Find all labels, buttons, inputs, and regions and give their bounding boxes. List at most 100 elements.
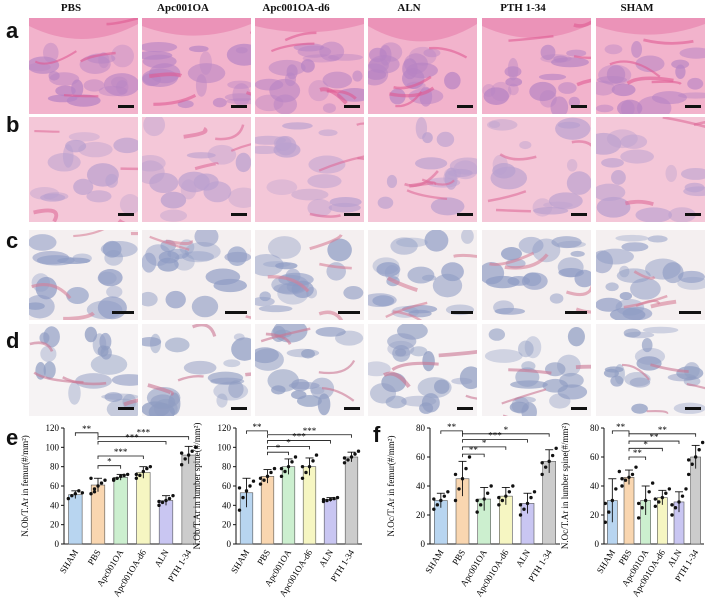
tissue-region xyxy=(533,206,569,215)
tissue-region xyxy=(328,53,363,61)
tissue-region xyxy=(43,192,69,201)
data-point xyxy=(670,513,674,517)
trabecula-streak xyxy=(386,276,418,293)
tissue-region xyxy=(143,117,166,137)
significance-bracket xyxy=(440,430,463,434)
data-point xyxy=(111,477,116,481)
tissue-region xyxy=(111,374,138,386)
y-tick-label: 20 xyxy=(416,510,426,520)
tissue-region xyxy=(677,92,705,99)
tissue-region xyxy=(436,131,455,147)
micrograph-d-2 xyxy=(142,324,251,416)
trabecula-streak xyxy=(215,124,245,141)
tissue-region xyxy=(414,157,448,170)
tissue-region xyxy=(31,273,50,292)
tissue-region xyxy=(90,354,128,375)
trabecula-streak xyxy=(192,324,217,337)
tissue-region xyxy=(267,236,302,259)
trabecula-streak xyxy=(408,181,437,188)
tissue-region xyxy=(671,59,690,69)
data-point xyxy=(657,500,661,504)
significance-label: * xyxy=(504,425,509,435)
y-tick-label: 40 xyxy=(222,500,232,510)
scale-bar xyxy=(231,407,247,410)
scale-bar xyxy=(338,311,360,314)
trabecula-streak xyxy=(73,230,105,238)
tissue-region xyxy=(631,403,648,414)
tissue-region xyxy=(596,132,622,155)
column-header-sham: SHAM xyxy=(620,2,654,14)
trabecula-streak xyxy=(357,157,364,161)
data-point xyxy=(647,490,651,494)
trabecula-streak xyxy=(270,42,315,53)
significance-label: ** xyxy=(469,445,479,455)
y-tick-label: 40 xyxy=(416,481,426,491)
scale-bar xyxy=(225,311,247,314)
data-point xyxy=(77,489,81,493)
significance-bracket xyxy=(267,434,352,438)
tissue-region xyxy=(387,333,417,350)
tissue-region xyxy=(119,194,138,215)
tissue-region xyxy=(207,371,244,385)
significance-label: * xyxy=(482,438,487,448)
tissue-region xyxy=(29,186,60,200)
micrograph-b-1 xyxy=(29,117,138,222)
tissue-region xyxy=(275,136,297,156)
x-tick-label: SHAM xyxy=(423,548,445,575)
data-point xyxy=(518,503,523,507)
scale-bar xyxy=(451,311,473,314)
scale-bar xyxy=(344,105,360,108)
tissue-region xyxy=(556,354,581,377)
data-point xyxy=(183,457,187,461)
significance-bracket xyxy=(611,430,630,434)
tissue-region xyxy=(111,76,128,89)
trabecula-streak xyxy=(573,55,591,59)
scale-bar xyxy=(112,311,134,314)
data-point xyxy=(272,466,277,471)
scale-bar xyxy=(571,407,587,410)
trabecula-streak xyxy=(626,76,674,85)
significance-label: ** xyxy=(616,422,626,432)
data-point xyxy=(554,446,558,450)
tissue-region xyxy=(207,144,237,165)
data-point xyxy=(251,479,256,483)
y-axis-label: N.Ob/T.Ar in lumber spine(#/mm²) xyxy=(192,423,202,550)
tissue-region xyxy=(68,381,81,405)
trabecula-streak xyxy=(621,363,650,381)
tissue-region xyxy=(68,132,100,142)
y-tick-label: 0 xyxy=(421,539,426,549)
tissue-region xyxy=(235,47,248,54)
tissue-region xyxy=(29,234,57,251)
tissue-region xyxy=(258,305,293,313)
tissue-region xyxy=(188,45,209,53)
chart-letter-e: e xyxy=(6,425,19,450)
micrograph-b-4 xyxy=(368,117,477,222)
data-point xyxy=(500,498,505,503)
tissue-region xyxy=(609,307,646,320)
data-point xyxy=(92,487,97,491)
data-point xyxy=(193,445,198,450)
data-point xyxy=(620,484,624,488)
trabecula-streak xyxy=(499,153,537,161)
tissue-region xyxy=(160,191,187,209)
trabecula-streak xyxy=(495,208,531,213)
y-tick-label: 60 xyxy=(590,452,600,462)
tissue-region xyxy=(57,257,91,264)
micrograph-background xyxy=(29,117,138,222)
tissue-region xyxy=(43,326,60,348)
significance-bracket xyxy=(462,439,528,443)
tissue-region xyxy=(194,230,219,247)
y-tick-label: 20 xyxy=(590,510,600,520)
growth-plate-band xyxy=(142,18,251,36)
tissue-region xyxy=(225,98,251,105)
tissue-region xyxy=(184,241,221,261)
tissue-region xyxy=(327,238,352,262)
trabecula-streak xyxy=(29,341,54,352)
significance-bracket xyxy=(97,465,122,469)
tissue-region xyxy=(86,190,112,203)
micrograph-b-3 xyxy=(255,117,364,222)
row-letter-a: a xyxy=(6,18,19,43)
tissue-region xyxy=(596,183,626,201)
scale-bar xyxy=(457,213,473,216)
data-point xyxy=(460,477,465,481)
